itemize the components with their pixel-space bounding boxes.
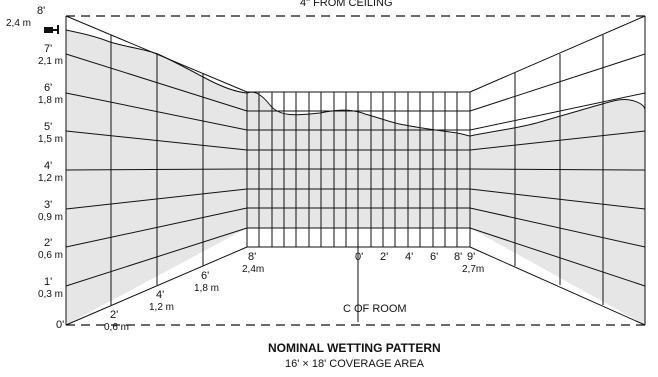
left-wall-grid [65, 15, 248, 326]
back-wall-grid [247, 91, 471, 248]
ceiling-note: 4" FROM CEILING [300, 0, 393, 9]
height-label-0ft: 0' [56, 319, 64, 331]
floor-label-8ft: 8' [248, 251, 256, 263]
floor-label-1-2m: 1,2 m [149, 302, 174, 313]
floor-label-2-4m: 2,4m [242, 264, 264, 275]
height-label-1-2m: 1,2 m [38, 173, 63, 184]
height-label-4ft: 4' [44, 160, 52, 172]
height-label-1ft: 1' [44, 276, 52, 288]
height-label-6ft: 6' [44, 82, 52, 94]
height-labels-m: 2,4 m 2,1 m 1,8 m 1,5 m 1,2 m 0,9 m 0,6 … [6, 18, 63, 300]
right-wall-grid [469, 15, 646, 326]
back-wall-labels: 0' 2' 4' 6' 8' 9' 2,7m [355, 251, 484, 275]
floor-label-2ft: 2' [110, 309, 118, 321]
height-label-5ft: 5' [44, 121, 52, 133]
height-label-0-6m: 0,6 m [38, 250, 63, 261]
diagram-title: NOMINAL WETTING PATTERN [268, 341, 441, 355]
back-label-2ft: 2' [380, 251, 388, 263]
height-label-0-9m: 0,9 m [38, 212, 63, 223]
height-label-1-8m: 1,8 m [38, 95, 63, 106]
back-label-6ft: 6' [430, 251, 438, 263]
height-label-7ft: 7' [44, 43, 52, 55]
center-of-room-label: C OF ROOM [343, 303, 407, 315]
room-outline [66, 15, 645, 326]
height-label-3ft: 3' [44, 199, 52, 211]
back-label-4ft: 4' [405, 251, 413, 263]
height-label-2-1m: 2,1 m [38, 56, 63, 67]
wetted-area [66, 30, 645, 326]
height-label-2ft: 2' [44, 237, 52, 249]
floor-label-6ft: 6' [201, 270, 209, 282]
floor-label-4ft: 4' [156, 289, 164, 301]
left-floor-labels: 2' 0,6 m 4' 1,2 m 6' 1,8 m 8' 2,4m [104, 251, 264, 333]
floor-label-0-6m: 0,6 m [104, 322, 129, 333]
height-label-2-4m: 2,4 m [6, 18, 31, 29]
height-labels-ft: 8' 7' 6' 5' 4' 3' 2' 1' 0' [37, 5, 64, 331]
diagram-subtitle: 16' × 18' COVERAGE AREA [285, 358, 425, 370]
back-label-9ft: 9' [467, 251, 475, 263]
floor-label-1-8m: 1,8 m [194, 283, 219, 294]
height-label-8ft: 8' [37, 5, 45, 17]
back-label-8ft: 8' [454, 251, 462, 263]
back-label-2-7m: 2,7m [462, 264, 484, 275]
sprinkler-head-icon [44, 25, 59, 34]
back-label-0ft: 0' [355, 251, 363, 263]
height-label-1-5m: 1,5 m [38, 134, 63, 145]
height-label-0-3m: 0,3 m [38, 289, 63, 300]
